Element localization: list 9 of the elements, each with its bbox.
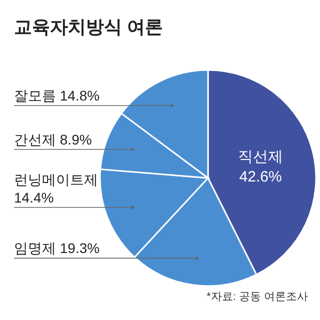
slice-label: 런닝메이트제 (14, 171, 98, 188)
slice-label: 잘모름 14.8% (14, 88, 100, 104)
slice-label: 임명제 19.3% (14, 240, 100, 256)
slice-label: 간선제 8.9% (14, 131, 92, 148)
text: *자료: 공동 여론조사 (206, 291, 308, 303)
data-label: 42.6% (239, 168, 282, 186)
chart-title: 교육자치방식 여론 (14, 17, 164, 37)
data-label: 14.4% (14, 189, 54, 206)
slice-label: 직선제 (238, 148, 284, 166)
